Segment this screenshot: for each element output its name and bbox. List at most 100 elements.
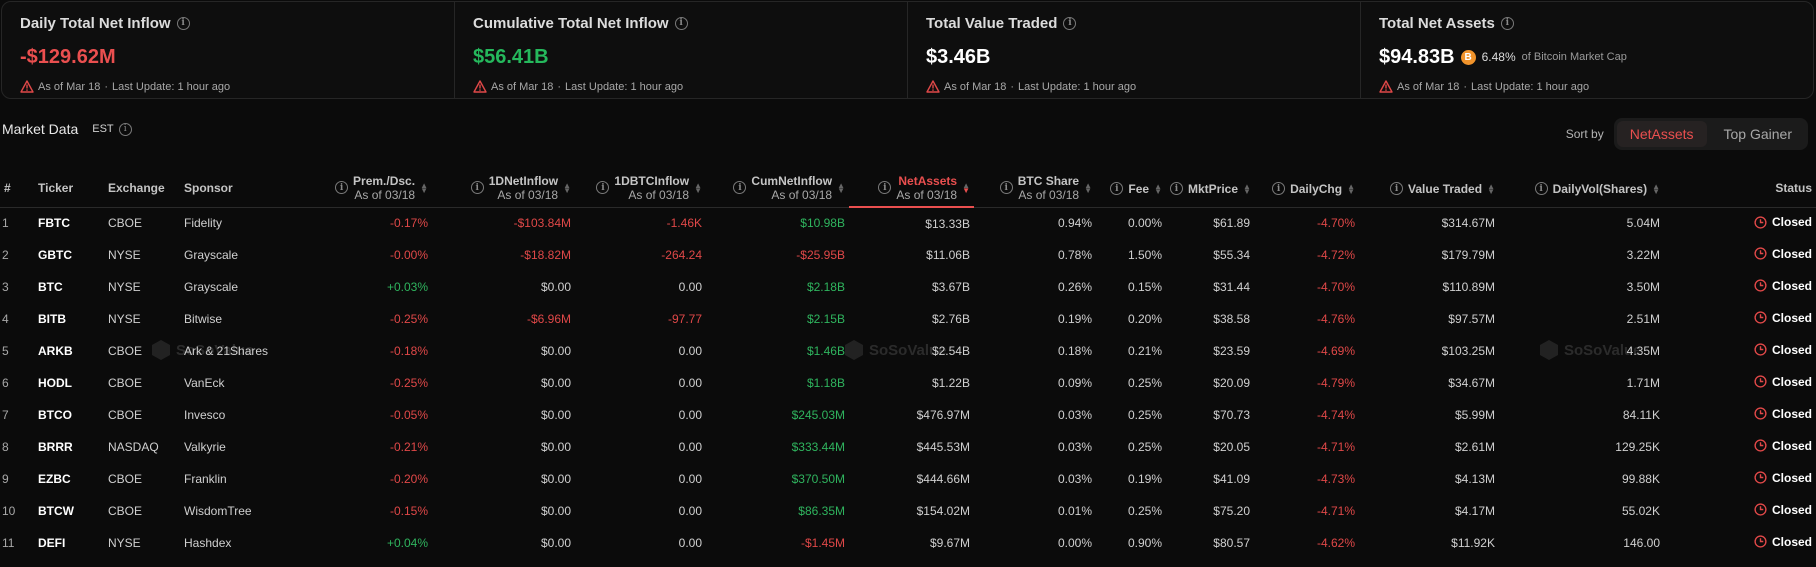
cell-ticker[interactable]: BTCO (38, 408, 72, 422)
cell-ticker[interactable]: EZBC (38, 472, 71, 486)
info-icon[interactable]: i (1110, 182, 1124, 196)
card-cumulative-total-net-inflow: Cumulative Total Net Inflow i $56.41B As … (455, 2, 908, 98)
clock-icon (1754, 407, 1767, 420)
info-icon[interactable]: i (999, 181, 1013, 195)
cell-sponsor: Bitwise (184, 312, 223, 326)
sort-arrows-icon[interactable]: ▲ ▼ (694, 180, 702, 195)
info-icon[interactable]: i (1534, 182, 1548, 196)
cell-prem-dsc: -0.20% (389, 472, 428, 486)
cell-row-index: 9 (2, 472, 9, 486)
cell-ticker[interactable]: BRRR (38, 440, 73, 454)
col-sponsor: Sponsor (180, 169, 315, 208)
col-1d-net-inflow[interactable]: i 1DNetInflow As of 03/18 ▲ ▼ (432, 169, 575, 208)
info-icon[interactable]: i (1500, 16, 1514, 30)
cell-ticker[interactable]: ARKB (38, 344, 73, 358)
cell-prem-dsc: -0.25% (389, 376, 428, 390)
info-icon[interactable]: i (733, 181, 747, 195)
sort-arrows-icon[interactable]: ▲ ▼ (837, 180, 845, 195)
table-row[interactable]: 4 BITB NYSE Bitwise -0.25% -$6.96M -97.77 $2.15… (0, 303, 1816, 335)
col-btc-share[interactable]: i BTC Share As of 03/18 ▲ ▼ (974, 169, 1096, 208)
cell-fee: 0.00% (1127, 216, 1162, 231)
sort-netassets-button[interactable]: NetAssets (1616, 121, 1707, 147)
cell-cum-net-inflow: $86.35M (798, 504, 845, 518)
table-row[interactable]: 9 EZBC CBOE Franklin -0.20% $0.00 0.00 $370.50M… (0, 463, 1816, 495)
cell-sponsor: Grayscale (184, 248, 239, 262)
sort-arrows-icon[interactable]: ▲ ▼ (420, 180, 428, 195)
info-icon[interactable]: i (1390, 182, 1404, 196)
timezone-label: EST (92, 123, 114, 135)
table-row[interactable]: 3 BTC NYSE Grayscale +0.03% $0.00 0.00 $2.18B $3… (0, 271, 1816, 303)
sort-arrows-icon[interactable]: ▲ ▼ (1243, 181, 1251, 196)
info-icon[interactable]: i (118, 122, 132, 136)
info-icon[interactable]: i (1063, 16, 1077, 30)
cell-ticker[interactable]: BTC (38, 280, 63, 294)
cell-ticker[interactable]: DEFI (38, 536, 66, 550)
info-icon[interactable]: i (596, 181, 610, 195)
sort-top-gainer-button[interactable]: Top Gainer (1723, 126, 1792, 142)
table-row[interactable]: 2 GBTC NYSE Grayscale -0.00% -$18.82M -264.24 -… (0, 239, 1816, 271)
cell-status: Closed (1664, 495, 1816, 527)
cell-ticker[interactable]: FBTC (38, 216, 70, 231)
sort-arrows-icon[interactable]: ▲ ▼ (1347, 181, 1355, 196)
sort-arrows-icon[interactable]: ▲ ▼ (1154, 181, 1162, 196)
col-cum-net-inflow[interactable]: i CumNetInflow As of 03/18 ▲ ▼ (706, 169, 849, 208)
info-icon[interactable]: i (176, 16, 190, 30)
table-row[interactable]: 10 BTCW CBOE WisdomTree -0.15% $0.00 0.00 $86.3… (0, 495, 1816, 527)
sort-arrows-icon[interactable]: ▲ ▼ (1487, 181, 1495, 196)
col-daily-vol[interactable]: i DailyVol(Shares) ▲ ▼ (1499, 169, 1664, 208)
cell-net-inflow-1d: -$103.84M (513, 216, 571, 231)
cell-exchange: CBOE (108, 408, 143, 422)
info-icon[interactable]: i (1272, 182, 1286, 196)
cell-fee: 0.15% (1127, 280, 1162, 294)
info-icon[interactable]: i (1170, 182, 1183, 196)
col-mkt-price[interactable]: i MktPrice ▲ ▼ (1166, 169, 1254, 208)
col-net-assets[interactable]: i NetAssets As of 03/18 ▲ ▼ (849, 169, 974, 208)
col-prem-dsc[interactable]: i Prem./Dsc. As of 03/18 ▲ ▼ (315, 169, 432, 208)
col-daily-chg[interactable]: i DailyChg ▲ ▼ (1254, 169, 1359, 208)
sort-arrows-icon[interactable]: ▲ ▼ (1084, 180, 1092, 195)
table-row[interactable]: 5 ARKB CBOE Ark & 21Shares -0.18% $0.00 0.00 $1… (0, 335, 1816, 367)
table-row[interactable]: 8 BRRR NASDAQ Valkyrie -0.21% $0.00 0.00 $333.4… (0, 431, 1816, 463)
info-icon[interactable]: i (335, 181, 349, 195)
card-total-net-assets: Total Net Assets i $94.83B B 6.48% of Bit… (1361, 2, 1813, 98)
cell-fee: 0.20% (1127, 312, 1162, 326)
cell-cum-net-inflow: -$1.45M (800, 536, 845, 550)
sort-arrows-icon[interactable]: ▲ ▼ (1652, 181, 1660, 196)
col-fee[interactable]: i Fee ▲ ▼ (1096, 169, 1166, 208)
cell-prem-dsc: -0.21% (389, 440, 428, 454)
separator: · (1010, 80, 1015, 93)
cell-btc-inflow-1d: 0.00 (678, 344, 702, 358)
cell-net-inflow-1d: $0.00 (540, 440, 571, 454)
cell-mkt-price: $20.09 (1213, 376, 1250, 390)
col-1d-btc-inflow[interactable]: i 1DBTCInflow As of 03/18 ▲ ▼ (575, 169, 706, 208)
cell-daily-chg: -4.73% (1316, 472, 1355, 486)
clock-icon (1754, 279, 1767, 292)
sort-arrows-icon[interactable]: ▲ ▼ (962, 180, 970, 195)
cell-daily-chg: -4.70% (1316, 216, 1355, 231)
cell-prem-dsc: +0.04% (386, 536, 428, 550)
table-row[interactable]: 7 BTCO CBOE Invesco -0.05% $0.00 0.00 $245.03M $… (0, 399, 1816, 431)
cell-sponsor: Fidelity (184, 216, 223, 231)
table-row[interactable]: 1 FBTC CBOE Fidelity -0.17% -$103.84M -1.46K $1… (0, 207, 1816, 239)
cell-status: Closed (1664, 271, 1816, 303)
cell-exchange: CBOE (108, 376, 143, 390)
col-value-traded[interactable]: i Value Traded ▲ ▼ (1359, 169, 1499, 208)
info-icon[interactable]: i (674, 16, 688, 30)
cell-ticker[interactable]: BTCW (38, 504, 74, 518)
cell-ticker[interactable]: BITB (38, 312, 66, 326)
cell-ticker[interactable]: GBTC (38, 248, 72, 262)
sort-arrows-icon[interactable]: ▲ ▼ (563, 180, 571, 195)
cell-net-inflow-1d: -$18.82M (520, 248, 571, 262)
cell-exchange: NYSE (108, 280, 141, 294)
cell-ticker[interactable]: HODL (38, 376, 72, 390)
status-badge: Closed (1754, 375, 1812, 389)
cell-cum-net-inflow: $10.98B (800, 216, 845, 231)
info-icon[interactable]: i (878, 181, 892, 194)
status-badge: Closed (1754, 311, 1812, 325)
info-icon[interactable]: i (470, 181, 484, 195)
table-row[interactable]: 11 DEFI NYSE Hashdex +0.04% $0.00 0.00 -$1.45M $… (0, 527, 1816, 559)
cell-prem-dsc: -0.00% (389, 248, 428, 262)
cell-value-traded: $110.89M (1442, 280, 1495, 294)
cell-btc-inflow-1d: -1.46K (666, 216, 702, 231)
table-row[interactable]: 6 HODL CBOE VanEck -0.25% $0.00 0.00 $1.18B $1.2… (0, 367, 1816, 399)
